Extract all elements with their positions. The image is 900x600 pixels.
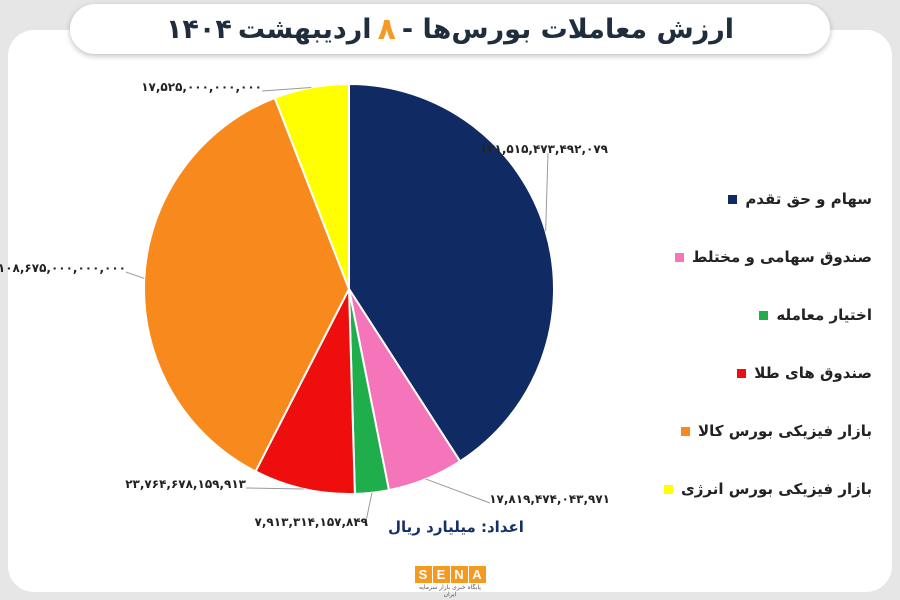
- data-label: ۱۷,۵۲۵,۰۰۰,۰۰۰,۰۰۰: [141, 80, 262, 94]
- data-labels: ۱۲۱,۵۱۵,۴۷۳,۴۹۲,۰۷۹ ۱۷,۸۱۹,۴۷۴,۰۴۳,۹۷۱ ۷,۹…: [0, 80, 610, 529]
- leader-line: [245, 487, 304, 490]
- legend-label: صندوق سهامی و مختلط: [691, 248, 872, 266]
- data-label: ۱۷,۸۱۹,۴۷۴,۰۴۳,۹۷۱: [489, 492, 610, 506]
- logo-letter: S: [414, 566, 432, 583]
- title-year: ۱۴۰۴: [165, 13, 232, 45]
- title-main: ارزش معاملات بورس‌ها -: [401, 13, 735, 45]
- logo-subtitle: پایگاه خبری بازار سرمایه ایران: [419, 584, 481, 598]
- pie-slice: [254, 288, 356, 495]
- legend-swatch: [728, 194, 738, 204]
- label-leader-lines: [125, 87, 549, 527]
- title-day: ۸: [377, 11, 396, 47]
- data-label: ۲۳,۷۶۴,۶۷۸,۱۵۹,۹۱۳: [125, 477, 246, 491]
- unit-note: اعداد: میلیارد ریال: [388, 518, 524, 536]
- pie-slice: [273, 82, 350, 290]
- sena-logo: S E N A پایگاه خبری بازار سرمایه ایران: [413, 566, 487, 598]
- legend-swatch: [737, 368, 747, 378]
- legend-label: صندوق های طلا: [754, 364, 872, 382]
- legend-label: سهام و حق تقدم: [745, 190, 872, 208]
- legend-label: اختیار معامله: [776, 306, 872, 324]
- title-bar: ارزش معاملات بورس‌ها - ۸ اردیبهشت ۱۴۰۴: [70, 4, 830, 54]
- logo-word: S E N A: [413, 566, 487, 583]
- legend-item: بازار فیزیکی بورس کالا: [662, 402, 872, 460]
- legend-item: بازار فیزیکی بورس انرژی: [662, 460, 872, 518]
- leader-line: [125, 271, 145, 279]
- data-label: ۱۰۸,۶۷۵,۰۰۰,۰۰۰,۰۰۰: [0, 261, 126, 275]
- leader-line: [425, 478, 491, 504]
- legend-swatch: [663, 484, 673, 494]
- legend-swatch: [680, 426, 690, 436]
- logo-letter: N: [450, 566, 468, 583]
- legend: سهام و حق تقدم صندوق سهامی و مختلط اختیا…: [662, 170, 872, 518]
- legend-item: سهام و حق تقدم: [662, 170, 872, 228]
- data-label: ۷,۹۱۳,۳۱۴,۱۵۷,۸۴۹: [255, 515, 369, 529]
- logo-letter: A: [468, 566, 486, 583]
- logo-letter: E: [432, 566, 450, 583]
- legend-swatch: [674, 252, 684, 262]
- pie-slices: [143, 82, 555, 495]
- legend-item: صندوق سهامی و مختلط: [662, 228, 872, 286]
- title-month: اردیبهشت: [237, 13, 372, 45]
- legend-label: بازار فیزیکی بورس انرژی: [680, 480, 872, 498]
- legend-item: اختیار معامله: [662, 286, 872, 344]
- legend-swatch: [759, 310, 769, 320]
- legend-label: بازار فیزیکی بورس کالا: [697, 422, 872, 440]
- data-label: ۱۲۱,۵۱۵,۴۷۳,۴۹۲,۰۷۹: [480, 142, 609, 156]
- leader-line: [261, 87, 312, 92]
- leader-line: [364, 492, 373, 527]
- legend-item: صندوق های طلا: [662, 344, 872, 402]
- leader-line: [545, 152, 549, 232]
